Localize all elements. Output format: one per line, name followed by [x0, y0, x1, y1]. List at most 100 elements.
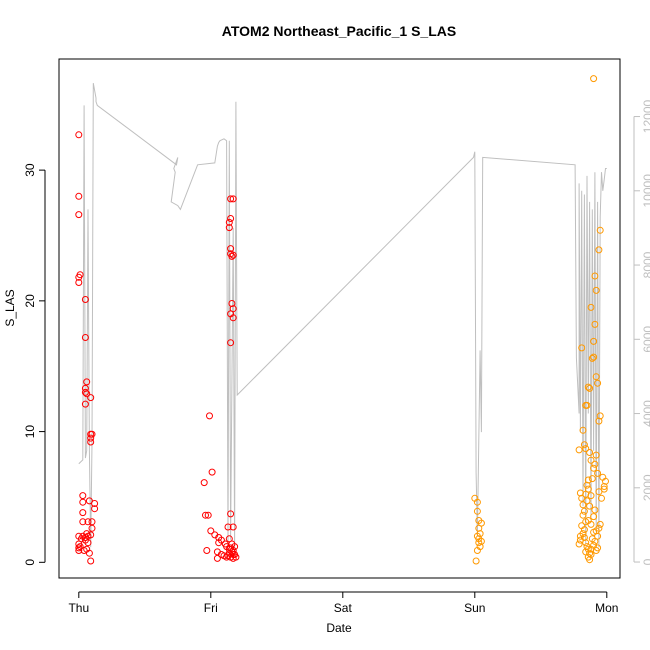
red-data-point	[81, 334, 89, 341]
orange-data-point	[586, 556, 594, 564]
red-data-point	[80, 547, 88, 554]
orange-data-point	[579, 426, 587, 434]
orange-data-point	[590, 337, 598, 345]
red-data-point	[87, 557, 95, 565]
orange-data-point	[587, 545, 595, 553]
red-data-point	[207, 527, 215, 535]
y2-tick-label: 4000	[641, 400, 650, 427]
red-data-point	[79, 492, 87, 500]
orange-data-point	[583, 401, 591, 409]
red-data-point	[204, 511, 212, 519]
orange-data-point	[591, 460, 599, 468]
orange-data-point	[592, 286, 600, 294]
orange-data-point	[596, 520, 604, 528]
orange-data-point	[587, 520, 595, 528]
red-data-point	[76, 543, 84, 551]
red-data-point	[88, 430, 96, 438]
red-data-point	[87, 434, 95, 442]
y2-tick-label: 8000	[641, 251, 650, 278]
red-data-point	[225, 218, 233, 226]
orange-data-point	[595, 417, 603, 425]
red-data-point	[84, 532, 92, 540]
red-data-point	[79, 509, 87, 517]
x-tick-label: Sat	[334, 601, 353, 615]
red-data-point	[79, 518, 87, 526]
orange-data-point	[595, 524, 603, 532]
orange-data-point	[596, 412, 604, 420]
orange-data-point	[472, 557, 480, 565]
orange-data-point	[475, 539, 483, 547]
red-data-point	[224, 523, 232, 531]
y-axis-label: S_LAS	[3, 289, 17, 326]
y-tick-label: 0	[23, 559, 37, 566]
orange-data-point	[600, 485, 608, 493]
red-data-point	[217, 536, 225, 544]
orange-data-point	[587, 303, 595, 311]
red-data-point	[75, 131, 83, 139]
orange-data-point	[590, 75, 598, 83]
red-data-point	[75, 211, 83, 219]
x-tick-label: Fri	[204, 601, 218, 615]
y2-tick-label: 6000	[641, 326, 650, 353]
red-data-point	[229, 251, 237, 259]
y2-tick-label: 12000	[641, 99, 650, 133]
orange-data-point	[584, 383, 592, 391]
orange-data-point	[473, 498, 481, 506]
red-data-point	[79, 498, 87, 506]
orange-data-point	[580, 526, 588, 534]
red-data-point	[206, 412, 213, 420]
y2-tick-label: 0	[641, 558, 650, 565]
orange-data-point	[583, 481, 591, 489]
orange-data-point	[600, 483, 608, 490]
orange-data-point	[591, 320, 599, 328]
red-data-point	[228, 300, 236, 307]
red-data-point	[227, 339, 235, 347]
red-data-point	[83, 378, 91, 386]
red-data-point	[91, 505, 99, 513]
chart-title: ATOM2 Northeast_Pacific_1 S_LAS	[222, 23, 456, 39]
orange-data-point	[596, 226, 604, 234]
orange-data-point	[580, 507, 588, 515]
red-data-point	[229, 314, 237, 322]
red-data-point	[84, 518, 92, 526]
orange-data-point	[590, 528, 598, 536]
x-tick-label: Thu	[68, 601, 89, 615]
red-data-point	[75, 192, 83, 200]
red-data-point	[202, 511, 209, 519]
y-tick-label: 30	[23, 163, 37, 177]
red-data-point	[91, 500, 99, 507]
orange-data-point	[602, 477, 609, 485]
orange-data-point	[594, 469, 602, 477]
orange-data-point	[582, 548, 590, 556]
plot-area	[75, 75, 609, 565]
red-data-point	[81, 388, 89, 396]
red-data-point	[208, 468, 216, 476]
red-data-point	[75, 547, 83, 554]
orange-data-point	[575, 540, 583, 548]
x-tick-label: Sun	[464, 601, 485, 615]
secondary-line-series	[78, 83, 607, 551]
y2-tick-label: 10000	[641, 174, 650, 208]
red-data-point	[223, 553, 231, 561]
orange-data-point	[587, 456, 595, 464]
axes: Thu Fri Sat Sun Mon 0 10 20 30 0 2000 4000 6000 8000 1…	[23, 99, 650, 614]
orange-data-point	[594, 544, 602, 552]
red-data-point	[200, 479, 208, 487]
orange-data-point	[582, 445, 590, 453]
red-data-point	[227, 215, 235, 222]
orange-data-point	[590, 353, 598, 361]
y-tick-label: 20	[23, 294, 37, 308]
orange-data-point	[588, 475, 596, 483]
red-data-point	[88, 524, 96, 532]
orange-data-point	[473, 507, 481, 515]
red-data-point	[225, 224, 233, 232]
orange-data-point	[598, 494, 605, 502]
orange-data-point	[592, 373, 600, 381]
orange-data-point	[473, 547, 481, 554]
orange-data-point	[579, 511, 587, 519]
plot-frame	[58, 58, 621, 579]
orange-data-point	[586, 502, 594, 510]
red-data-point	[227, 510, 235, 518]
red-data-point	[203, 547, 211, 554]
